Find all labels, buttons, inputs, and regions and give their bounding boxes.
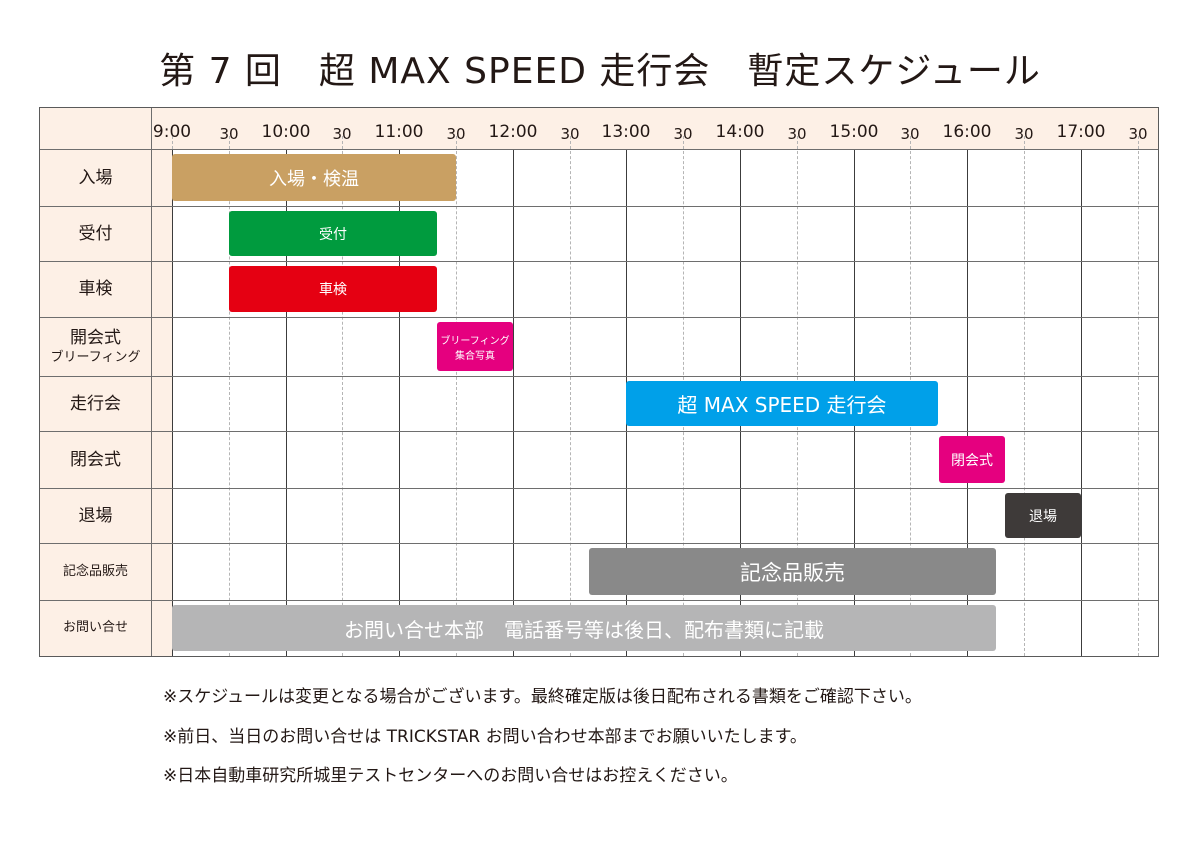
half-hour-gridline — [342, 136, 343, 656]
time-tick-label: 10:00 — [261, 122, 311, 142]
lead-column-band — [151, 149, 172, 656]
bar-label: 受付 — [319, 226, 347, 243]
bar-label: ブリーフィング — [440, 335, 510, 347]
row-divider — [40, 149, 1158, 150]
row-divider — [40, 261, 1158, 262]
schedule-bar: ブリーフィング 集合写真 — [437, 322, 513, 371]
half-hour-gridline — [1138, 136, 1139, 656]
schedule-bar: 受付 — [229, 211, 437, 256]
time-tick-label: 30 — [1014, 125, 1034, 143]
ghost-text: 撮影 — [646, 226, 668, 239]
row-label-text: 入場 — [78, 167, 113, 188]
hour-gridline — [399, 149, 400, 656]
row-label: 受付 — [40, 206, 151, 261]
row-label: 記念品販売 — [40, 543, 151, 600]
hour-gridline — [172, 149, 173, 656]
time-tick-label: 30 — [1128, 125, 1148, 143]
row-divider — [40, 543, 1158, 544]
time-tick-label: 13:00 — [601, 122, 651, 142]
row-divider — [40, 488, 1158, 489]
half-hour-gridline — [229, 136, 230, 656]
time-tick-label: 30 — [560, 125, 580, 143]
bar-label: お問い合せ本部 電話番号等は後日、配布書類に記載 — [344, 617, 824, 642]
bar-label: 閉会式 — [951, 452, 993, 469]
row-label: 退場 — [40, 488, 151, 543]
header-band — [40, 108, 1158, 149]
note-3: ※日本自動車研究所城里テストセンターへのお問い合せはお控えください。 — [163, 766, 738, 786]
row-divider — [40, 431, 1158, 432]
row-label-text: 記念品販売 — [62, 563, 128, 579]
time-tick-label: 17:00 — [1056, 122, 1106, 142]
time-tick-label: 30 — [900, 125, 920, 143]
row-label: 開会式 ブリーフィング — [40, 317, 151, 376]
time-tick-label: 30 — [673, 125, 693, 143]
schedule-bar: 車検 — [229, 266, 437, 312]
schedule-bar: お問い合せ本部 電話番号等は後日、配布書類に記載 — [172, 605, 996, 651]
schedule-bar: 入場・検温 — [172, 154, 456, 201]
time-tick-label: 16:00 — [942, 122, 992, 142]
bar-label: 退場 — [1029, 508, 1057, 525]
hour-gridline — [967, 149, 968, 656]
row-divider — [40, 317, 1158, 318]
time-tick-label: 14:00 — [715, 122, 765, 142]
bar-label: 車検 — [319, 282, 347, 298]
note-2: ※前日、当日のお問い合せは TRICKSTAR お問い合わせ本部までお願いいたし… — [163, 727, 807, 747]
schedule-bar: 退場 — [1005, 493, 1081, 538]
row-label: 閉会式 — [40, 431, 151, 488]
time-tick-label: 30 — [332, 125, 352, 143]
row-label: 入場 — [40, 149, 151, 206]
half-hour-gridline — [570, 136, 571, 656]
row-label-text: 開会式 — [70, 327, 121, 348]
row-divider — [40, 206, 1158, 207]
row-label-text: 退場 — [78, 505, 113, 526]
row-divider — [40, 656, 1158, 657]
row-label-text: 受付 — [78, 223, 113, 244]
schedule-bar: 閉会式 — [939, 436, 1005, 483]
page-title: 第 7 回 超 MAX SPEED 走行会 暫定スケジュール — [159, 51, 1041, 92]
time-tick-label: 9:00 — [152, 122, 192, 142]
start-gridline — [172, 136, 173, 149]
bar-label: 入場・検温 — [269, 168, 359, 190]
note-1: ※スケジュールは変更となる場合がございます。最終確定版は後日配布される書類をご確… — [163, 687, 922, 707]
row-label: 車検 — [40, 261, 151, 317]
time-tick-label: 15:00 — [829, 122, 879, 142]
row-divider — [40, 600, 1158, 601]
time-tick-label: 30 — [446, 125, 466, 143]
label-separator — [151, 108, 152, 656]
hour-gridline — [286, 149, 287, 656]
hour-gridline — [1081, 149, 1082, 656]
schedule-bar: 記念品販売 — [589, 548, 996, 595]
row-label-text: お問い合せ — [62, 620, 128, 635]
time-tick-label: 11:00 — [374, 122, 424, 142]
bar-label: 超 MAX SPEED 走行会 — [677, 393, 887, 417]
row-label-text: 車検 — [78, 279, 113, 299]
half-hour-gridline — [456, 136, 457, 656]
bar-label: 記念品販売 — [740, 560, 845, 585]
row-label: お問い合せ — [40, 600, 151, 656]
label-column-band — [40, 149, 151, 656]
schedule-bar: 超 MAX SPEED 走行会 — [626, 381, 938, 426]
half-hour-gridline — [1024, 136, 1025, 656]
row-label-text: 閉会式 — [70, 449, 121, 470]
row-divider — [40, 376, 1158, 377]
row-sublabel-text: ブリーフィング — [50, 349, 141, 365]
schedule-chart: 9:00 30 10:00 30 11:00 30 12:00 30 13:00 30 14:00 3… — [39, 107, 1159, 657]
time-tick-label: 30 — [787, 125, 807, 143]
time-tick-label: 30 — [219, 125, 239, 143]
hour-gridline — [513, 149, 514, 656]
bar-label-secondary: 集合写真 — [455, 350, 495, 362]
row-label: 走行会 — [40, 376, 151, 431]
time-tick-label: 12:00 — [488, 122, 538, 142]
row-label-text: 走行会 — [70, 393, 121, 414]
